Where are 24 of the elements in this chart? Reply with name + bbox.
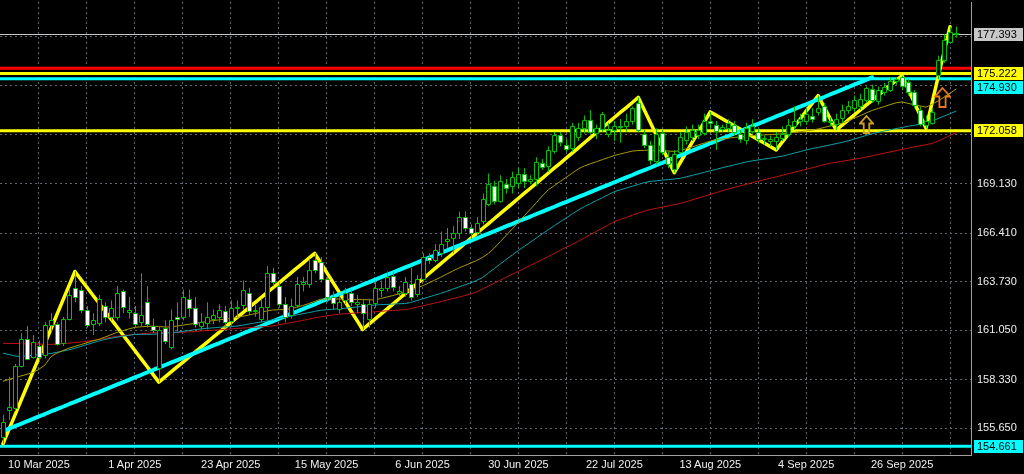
candlestick bbox=[1, 414, 6, 445]
y-tick-label: 161.050 bbox=[977, 323, 1017, 336]
y-tick-label: 163.730 bbox=[977, 274, 1017, 287]
ref-line-label: 154.661 bbox=[977, 440, 1017, 453]
ref-line-label: 172.058 bbox=[977, 124, 1017, 137]
x-tick-label: 23 Apr 2025 bbox=[201, 457, 261, 470]
candlestick bbox=[127, 296, 132, 320]
y-tick-label: 155.650 bbox=[977, 421, 1017, 434]
ref-line-label: 175.222 bbox=[977, 67, 1017, 80]
x-tick-label: 1 Apr 2025 bbox=[108, 457, 162, 470]
x-tick-label: 26 Sep 2025 bbox=[870, 457, 934, 470]
x-tick-label: 30 Jun 2025 bbox=[488, 457, 549, 470]
x-tick-label: 22 Jul 2025 bbox=[585, 457, 643, 470]
x-tick-label: 4 Sep 2025 bbox=[778, 457, 835, 470]
ref-line-label: 174.930 bbox=[977, 81, 1017, 94]
x-tick-label: 10 Mar 2025 bbox=[8, 457, 70, 470]
candlestick bbox=[445, 227, 450, 249]
y-tick-label: 166.410 bbox=[977, 226, 1017, 239]
x-tick-label: 6 Jun 2025 bbox=[395, 457, 450, 470]
x-tick-label: 15 May 2025 bbox=[294, 457, 359, 470]
y-tick-label: 169.130 bbox=[977, 176, 1017, 189]
y-tick-label: 158.330 bbox=[977, 372, 1017, 385]
x-tick-label: 13 Aug 2025 bbox=[679, 457, 742, 470]
ref-line-label: 177.393 bbox=[977, 28, 1017, 41]
